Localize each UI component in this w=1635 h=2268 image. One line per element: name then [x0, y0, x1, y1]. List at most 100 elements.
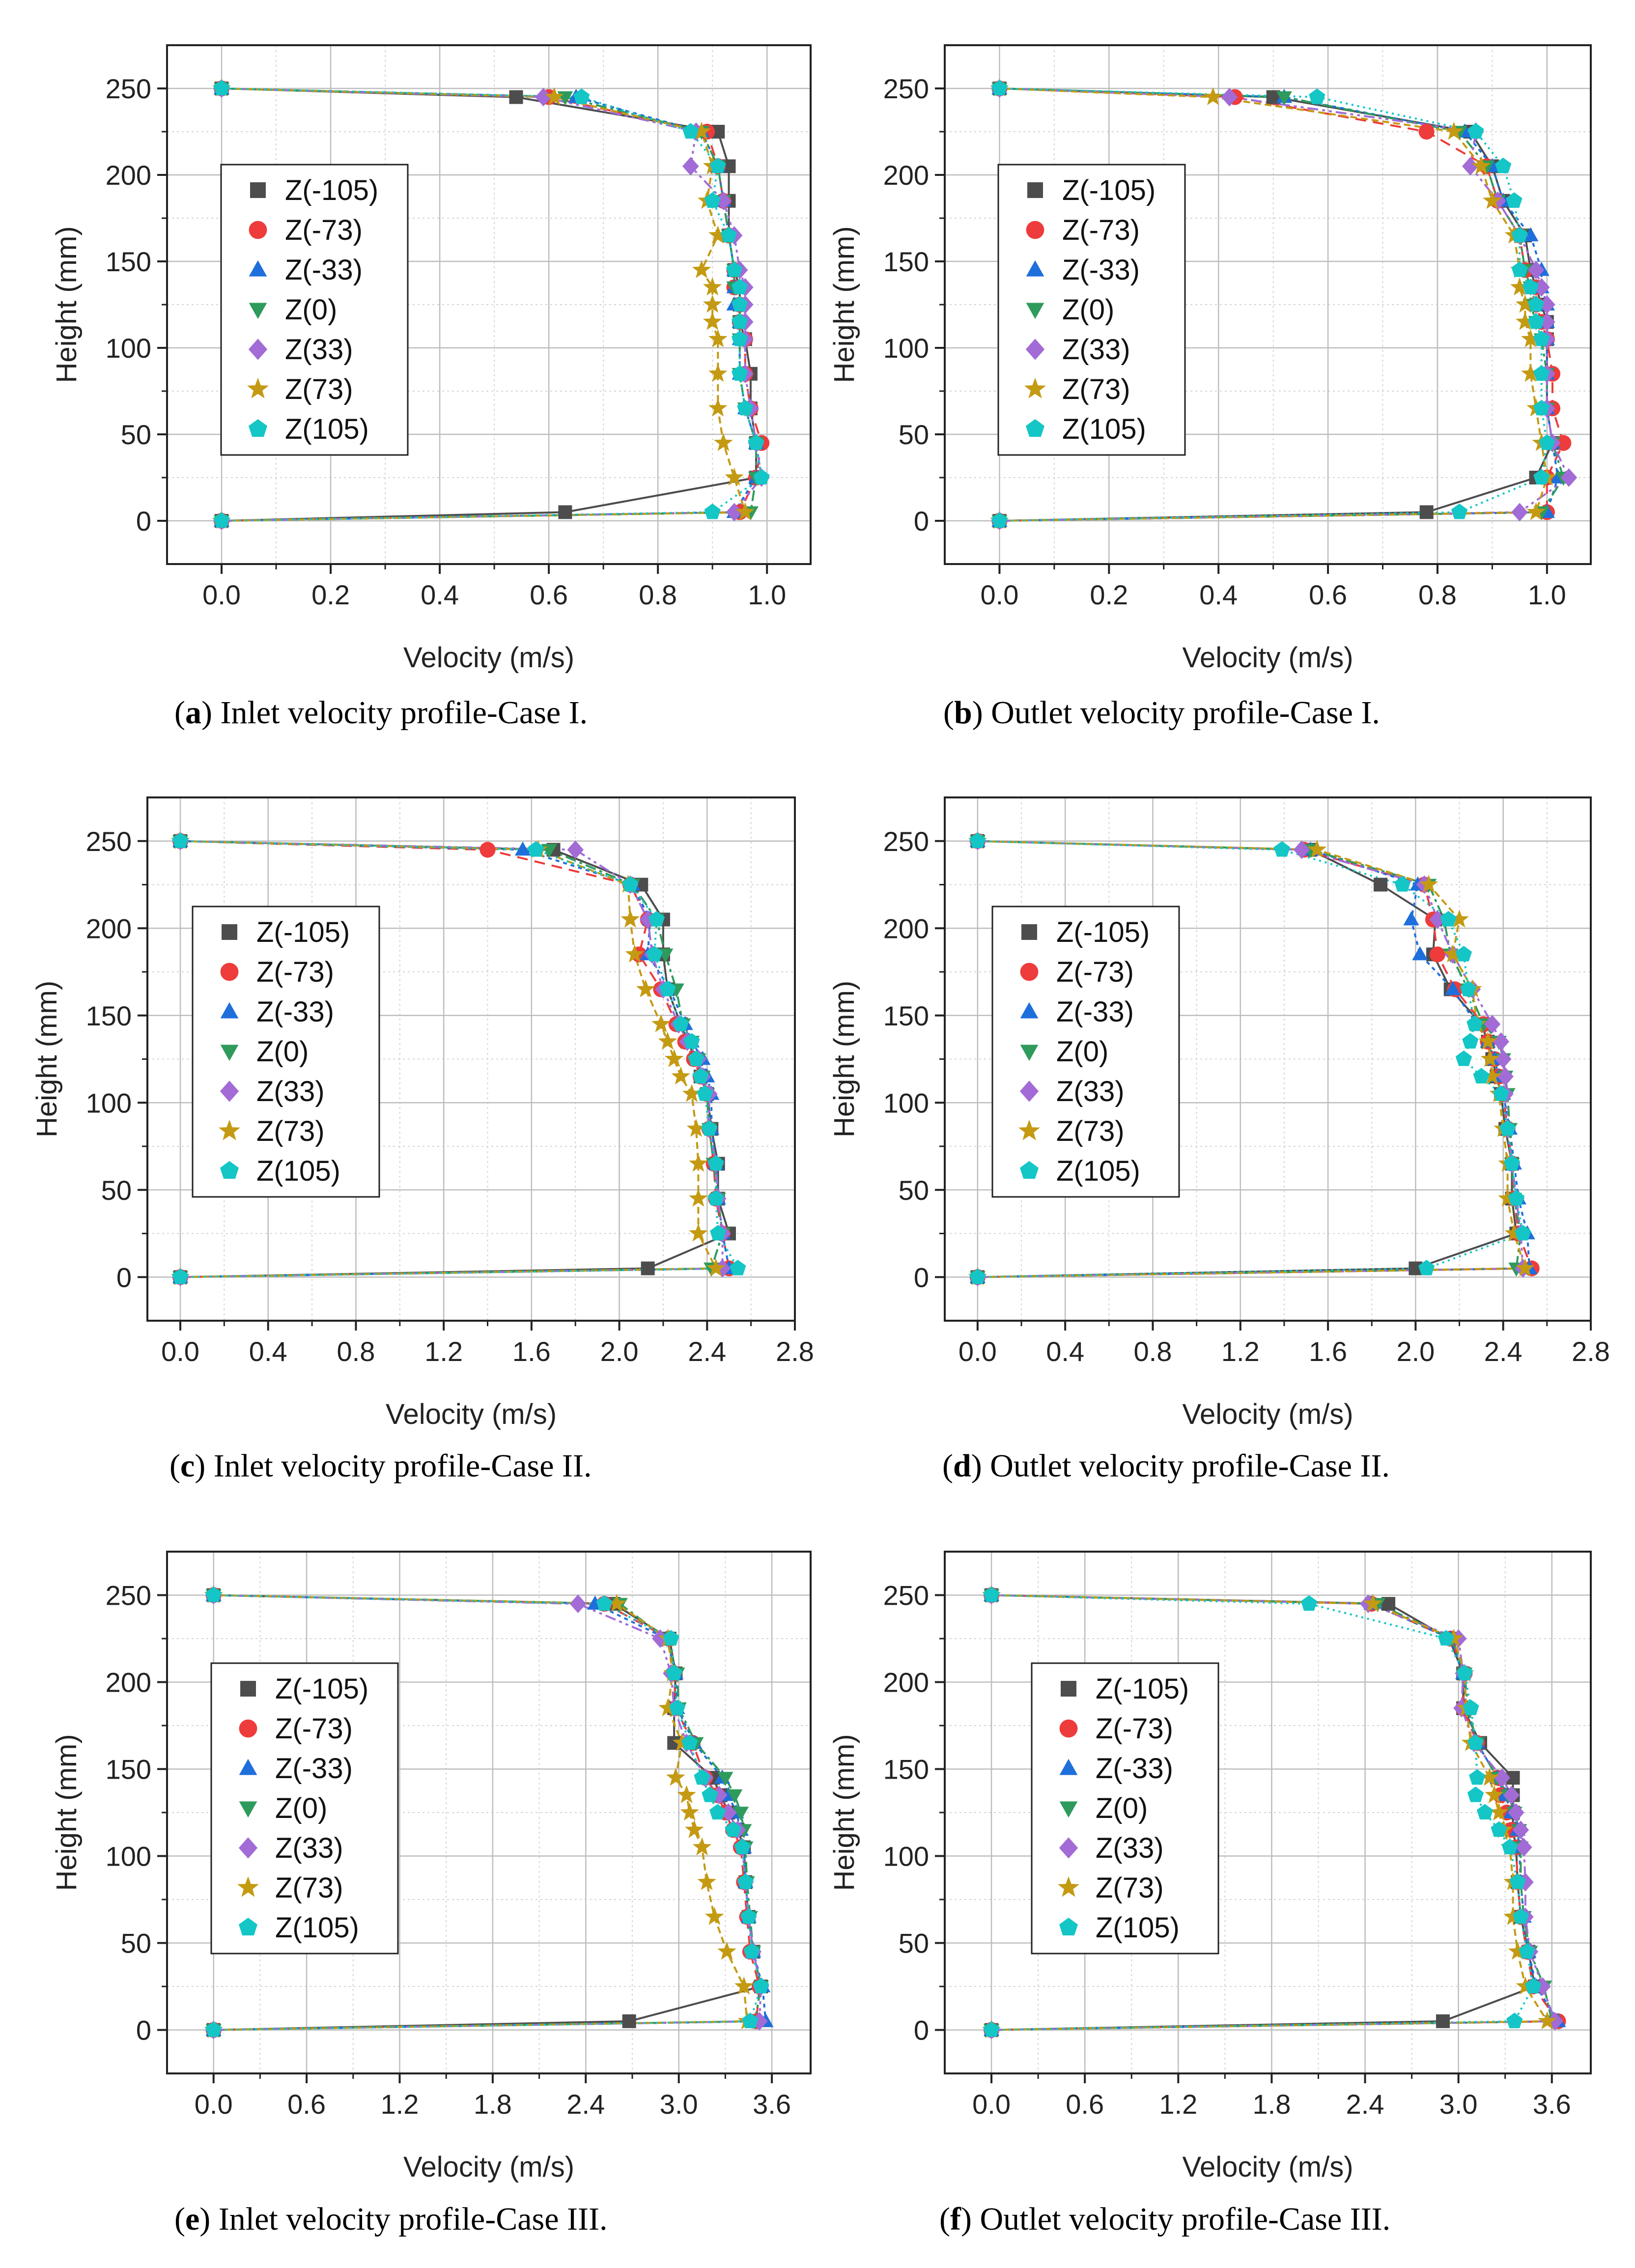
data-point — [1483, 191, 1502, 209]
legend-label: Z(-105) — [1096, 1673, 1189, 1705]
data-point — [732, 296, 748, 312]
data-point — [658, 1698, 677, 1717]
data-point — [983, 2021, 1000, 2037]
legend: Z(-105) Z(-73) Z(-33) Z(0) Z(33) Z(73) Z(105) — [192, 906, 380, 1198]
series-line — [213, 1594, 762, 2031]
data-point — [1506, 192, 1522, 208]
data-point — [1473, 1068, 1490, 1084]
legend-marker — [239, 1719, 257, 1738]
data-point — [709, 157, 726, 173]
data-point — [620, 909, 640, 928]
y-tick-label: 250 — [86, 826, 132, 857]
data-point — [1412, 946, 1428, 961]
data-point — [544, 87, 564, 106]
legend-marker — [247, 377, 269, 398]
data-point — [715, 191, 732, 210]
x-tick-label: 1.2 — [1221, 1336, 1260, 1367]
data-point — [535, 87, 552, 107]
legend-label: Z(-33) — [285, 254, 363, 286]
x-tick-label: 0.6 — [1066, 2089, 1104, 2120]
data-point — [213, 512, 230, 528]
x-tick-label: 1.0 — [1528, 579, 1566, 610]
caption-letter: d — [953, 1448, 971, 1484]
y-tick-label: 100 — [106, 1841, 151, 1872]
series-line — [221, 87, 763, 522]
x-axis-label: Velocity (m/s) — [1182, 1398, 1353, 1430]
data-point — [1273, 841, 1291, 857]
caption-letter: a — [185, 695, 201, 731]
legend: Z(-105) Z(-73) Z(-33) Z(0) Z(33) Z(73) Z(105) — [220, 164, 409, 456]
legend-marker — [220, 1002, 239, 1019]
legend-label: Z(-33) — [1096, 1753, 1173, 1785]
data-point — [1521, 329, 1540, 347]
data-point — [703, 312, 722, 330]
data-point — [1515, 294, 1535, 313]
legend-marker — [1021, 924, 1037, 940]
legend-marker — [240, 1681, 256, 1697]
data-point — [1467, 1786, 1484, 1802]
caption-text: ) Outlet velocity profile-Case I. — [972, 695, 1380, 731]
data-point — [708, 398, 728, 417]
data-point — [663, 1630, 679, 1646]
legend-marker — [1059, 1837, 1078, 1859]
data-point — [1467, 1734, 1484, 1750]
y-tick-label: 50 — [899, 1175, 929, 1206]
data-point — [1450, 909, 1469, 928]
legend-marker — [249, 303, 267, 319]
data-point — [682, 1084, 702, 1102]
data-point — [213, 80, 230, 96]
data-point — [725, 1821, 741, 1837]
x-tick-label: 3.6 — [753, 2089, 791, 2120]
legend-marker — [1025, 419, 1045, 437]
x-tick-label: 0.0 — [161, 1336, 199, 1367]
data-point — [1463, 1700, 1479, 1715]
data-point — [1527, 260, 1545, 280]
legend-box — [220, 164, 409, 456]
panel-caption: (e) Inlet velocity profile-Case III. — [174, 2201, 607, 2237]
data-point — [1309, 88, 1325, 104]
data-point — [683, 1033, 700, 1049]
data-point — [622, 876, 639, 892]
data-point — [1443, 944, 1463, 963]
legend-label: Z(0) — [285, 294, 337, 326]
data-point — [1462, 1033, 1479, 1049]
legend-label: Z(-33) — [1056, 996, 1134, 1028]
data-point — [1480, 1049, 1500, 1067]
legend-label: Z(0) — [1062, 294, 1114, 326]
data-point — [1293, 840, 1310, 859]
x-tick-label: 1.2 — [381, 2089, 419, 2120]
data-point — [689, 1154, 708, 1172]
chart-panel-e: 0.0 0.6 1.2 1.8 2.4 3.0 3.6 0 50 100 150 200 250 Velo… — [51, 1551, 812, 2237]
legend-marker — [1061, 1681, 1076, 1697]
data-point — [748, 434, 764, 450]
data-point — [727, 1789, 743, 1804]
legend-marker — [250, 182, 266, 198]
y-tick-label: 200 — [883, 913, 929, 944]
data-point — [1503, 1907, 1522, 1925]
data-point — [651, 1014, 671, 1032]
series-line — [180, 840, 724, 1278]
legend-marker — [220, 1161, 239, 1179]
data-point — [704, 503, 721, 519]
data-point — [742, 2013, 759, 2028]
data-point — [1525, 1978, 1542, 1994]
data-point — [1512, 1820, 1529, 1840]
legend-label: Z(73) — [256, 1115, 325, 1147]
legend-marker — [1026, 221, 1044, 239]
y-tick-label: 0 — [914, 2015, 929, 2046]
legend-box — [1031, 1662, 1219, 1955]
data-point — [1506, 2013, 1523, 2028]
series-line — [213, 1594, 762, 2031]
y-tick-label: 0 — [116, 1262, 132, 1293]
caption-text: ) Inlet velocity profile-Case II. — [195, 1448, 592, 1484]
y-axis-label: Height (mm) — [31, 981, 63, 1137]
data-point — [709, 1804, 726, 1820]
y-tick-label: 250 — [106, 73, 151, 104]
data-point — [1467, 123, 1484, 139]
data-point — [730, 1260, 746, 1276]
legend-marker — [1059, 1719, 1078, 1738]
data-point — [703, 277, 722, 296]
data-point — [753, 1978, 769, 1994]
x-tick-label: 0.8 — [639, 579, 677, 610]
